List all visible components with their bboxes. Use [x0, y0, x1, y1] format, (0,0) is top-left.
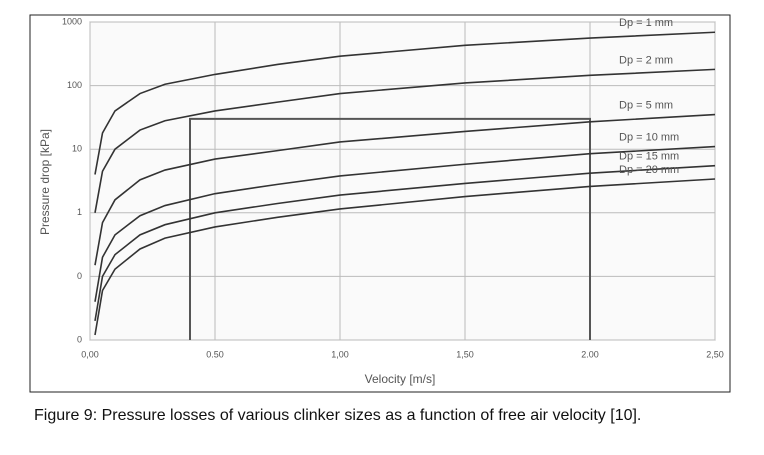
curve	[94, 68, 716, 213]
x-tick-label: 0.50	[206, 349, 224, 359]
x-tick-label: 1,00	[331, 349, 349, 359]
series-label: Dp = 15 mm	[619, 151, 679, 163]
series-label: Dp = 1 mm	[619, 17, 673, 29]
x-tick-label: 1,50	[456, 349, 474, 359]
y-tick-label: 0	[77, 271, 82, 281]
y-tick-label: 0	[77, 334, 82, 344]
guide-line	[189, 117, 591, 340]
curve	[94, 113, 716, 266]
y-tick-label: 1000	[62, 16, 82, 26]
x-tick-label: 2.00	[581, 349, 599, 359]
series-label: Dp = 5 mm	[619, 100, 673, 112]
y-tick-label: 1	[77, 207, 82, 217]
curve	[94, 164, 716, 321]
x-tick-label: 0,00	[81, 349, 99, 359]
y-axis-label: Pressure drop [kPa]	[38, 129, 52, 235]
caption: Figure 9: Pressure losses of various cli…	[34, 407, 641, 424]
curve	[94, 178, 716, 336]
series-label: Dp = 10 mm	[619, 131, 679, 143]
curve	[94, 145, 716, 302]
x-axis-label: Velocity [m/s]	[365, 372, 436, 386]
series-label: Dp = 2 mm	[619, 54, 673, 66]
plot-area	[89, 21, 716, 341]
series-label: Dp = 20 mm	[619, 164, 679, 176]
y-tick-label: 10	[72, 144, 82, 154]
y-tick-label: 100	[67, 80, 82, 90]
x-tick-label: 2,50	[706, 349, 724, 359]
curve	[94, 31, 716, 175]
